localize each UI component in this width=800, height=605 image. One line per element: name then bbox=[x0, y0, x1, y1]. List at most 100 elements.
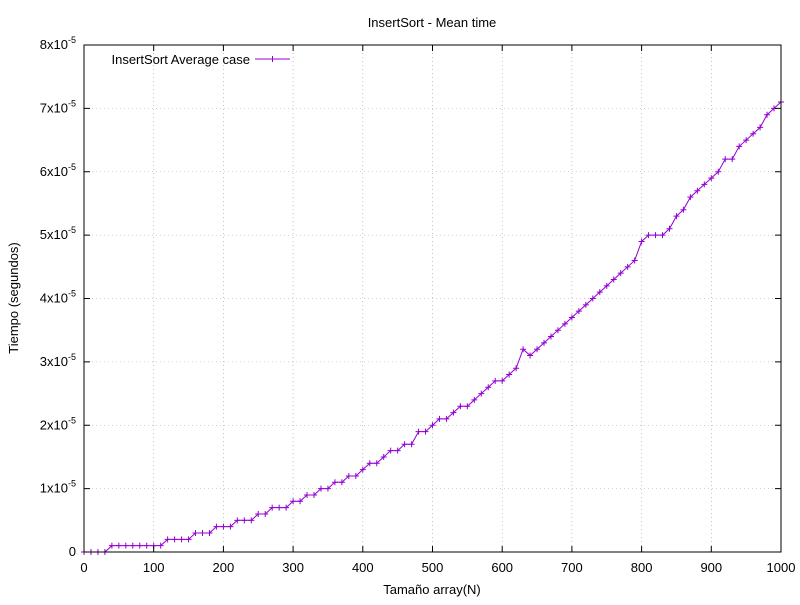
data-point-marker bbox=[241, 517, 248, 524]
data-point-marker bbox=[324, 485, 331, 492]
data-point-marker bbox=[492, 377, 499, 384]
data-point-marker bbox=[715, 168, 722, 175]
data-point-marker bbox=[331, 479, 338, 486]
data-point-marker bbox=[108, 542, 115, 549]
data-point-marker bbox=[673, 213, 680, 220]
data-point-marker bbox=[122, 542, 129, 549]
y-tick-label: 7x10-5 bbox=[40, 98, 76, 115]
data-point-marker bbox=[450, 409, 457, 416]
legend-label: InsertSort Average case bbox=[111, 52, 250, 67]
data-point-marker bbox=[617, 270, 624, 277]
data-point-marker bbox=[276, 504, 283, 511]
data-point-marker bbox=[582, 301, 589, 308]
x-tick-label: 900 bbox=[700, 560, 722, 575]
x-tick-label: 100 bbox=[143, 560, 165, 575]
data-point-marker bbox=[338, 479, 345, 486]
data-point-marker bbox=[722, 156, 729, 163]
data-point-marker bbox=[317, 485, 324, 492]
data-point-marker bbox=[568, 314, 575, 321]
data-point-marker bbox=[157, 542, 164, 549]
data-point-marker bbox=[736, 143, 743, 150]
data-point-marker bbox=[164, 536, 171, 543]
data-point-marker bbox=[227, 523, 234, 530]
data-point-marker bbox=[457, 403, 464, 410]
legend-marker bbox=[269, 56, 276, 62]
y-tick-label: 8x10-5 bbox=[40, 35, 76, 52]
data-point-marker bbox=[554, 327, 561, 334]
data-point-marker bbox=[304, 491, 311, 498]
x-tick-label: 500 bbox=[422, 560, 444, 575]
data-point-marker bbox=[255, 510, 262, 517]
y-tick-label: 3x10-5 bbox=[40, 352, 76, 369]
y-axis-title: Tiempo (segundos) bbox=[6, 242, 21, 354]
data-point-marker bbox=[541, 339, 548, 346]
data-point-marker bbox=[506, 371, 513, 378]
x-tick-label: 0 bbox=[80, 560, 87, 575]
x-tick-label: 600 bbox=[491, 560, 513, 575]
y-tick-label: 1x10-5 bbox=[40, 479, 76, 496]
data-point-marker bbox=[408, 441, 415, 448]
data-point-marker bbox=[345, 472, 352, 479]
data-point-marker bbox=[248, 517, 255, 524]
data-point-marker bbox=[610, 276, 617, 283]
x-tick-label: 800 bbox=[631, 560, 653, 575]
data-point-marker bbox=[297, 498, 304, 505]
data-point-marker bbox=[178, 536, 185, 543]
data-point-marker bbox=[527, 352, 534, 359]
data-point-marker bbox=[387, 447, 394, 454]
data-point-marker bbox=[185, 536, 192, 543]
x-tick-label: 700 bbox=[561, 560, 583, 575]
data-point-marker bbox=[624, 263, 631, 270]
data-point-marker bbox=[757, 124, 764, 131]
data-point-marker bbox=[708, 175, 715, 182]
data-point-marker bbox=[352, 472, 359, 479]
data-point-marker bbox=[750, 130, 757, 137]
data-point-marker bbox=[143, 542, 150, 549]
y-tick-label: 5x10-5 bbox=[40, 225, 76, 242]
data-point-marker bbox=[694, 187, 701, 194]
data-point-marker bbox=[269, 504, 276, 511]
data-point-marker bbox=[380, 453, 387, 460]
data-point-marker bbox=[136, 542, 143, 549]
data-point-marker bbox=[471, 396, 478, 403]
data-point-marker bbox=[638, 238, 645, 245]
y-tick-label: 2x10-5 bbox=[40, 415, 76, 432]
data-point-marker bbox=[192, 529, 199, 536]
data-point-marker bbox=[129, 542, 136, 549]
data-point-marker bbox=[436, 415, 443, 422]
data-point-marker bbox=[520, 346, 527, 353]
data-point-marker bbox=[499, 377, 506, 384]
data-point-marker bbox=[422, 428, 429, 435]
tick-labels: 0 100 200 300 400 500 600 700 800 900 1000 0 1x10-5 2… bbox=[40, 35, 796, 575]
x-tick-label: 200 bbox=[213, 560, 235, 575]
x-tick-label: 400 bbox=[352, 560, 374, 575]
data-point-marker bbox=[687, 194, 694, 201]
data-point-marker bbox=[478, 390, 485, 397]
data-point-marker bbox=[199, 529, 206, 536]
data-point-marker bbox=[115, 542, 122, 549]
legend: InsertSort Average case bbox=[111, 52, 290, 67]
data-point-marker bbox=[464, 403, 471, 410]
data-point-marker bbox=[645, 232, 652, 239]
data-point-marker bbox=[415, 428, 422, 435]
data-point-marker bbox=[680, 206, 687, 213]
data-point-marker bbox=[603, 282, 610, 289]
data-point-marker bbox=[659, 232, 666, 239]
x-axis-title: Tamaño array(N) bbox=[383, 582, 481, 597]
series-layer bbox=[81, 99, 784, 555]
x-tick-label: 300 bbox=[282, 560, 304, 575]
data-point-marker bbox=[631, 257, 638, 264]
data-point-marker bbox=[311, 491, 318, 498]
y-tick-label: 4x10-5 bbox=[40, 289, 76, 306]
data-point-marker bbox=[171, 536, 178, 543]
data-point-marker bbox=[394, 447, 401, 454]
data-point-marker bbox=[213, 523, 220, 530]
grid bbox=[84, 45, 781, 552]
data-point-marker bbox=[534, 346, 541, 353]
x-tick-label: 1000 bbox=[767, 560, 796, 575]
data-point-marker bbox=[373, 460, 380, 467]
ticks bbox=[83, 44, 782, 553]
legend-plus-marker bbox=[269, 56, 276, 62]
